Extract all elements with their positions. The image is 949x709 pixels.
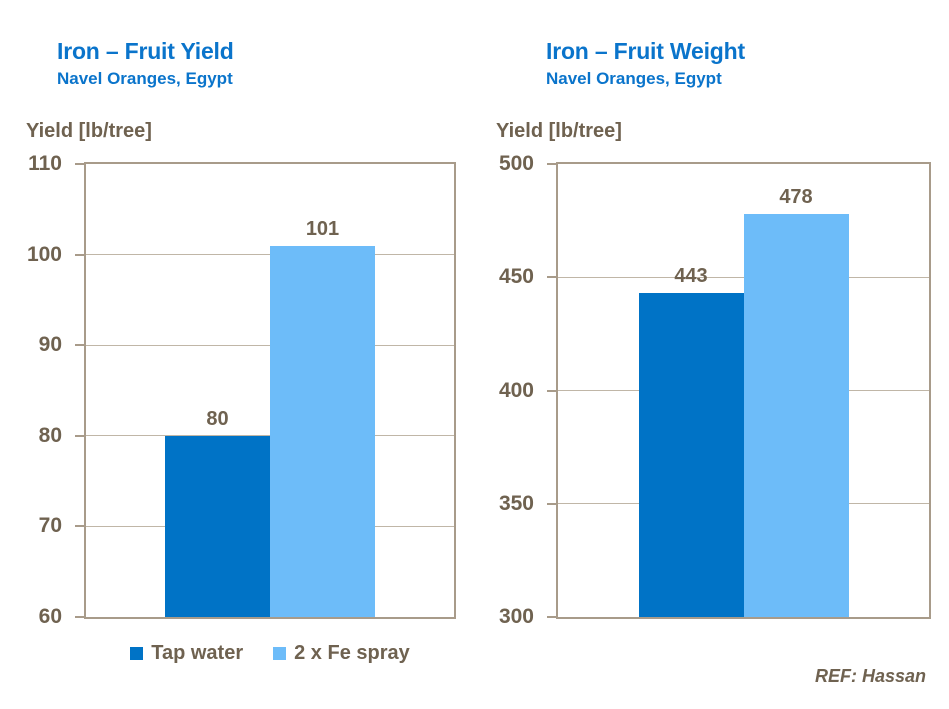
reference-note: REF: Hassan bbox=[814, 666, 926, 686]
chart-subtitle: Navel Oranges, Egypt bbox=[57, 69, 233, 88]
legend-label-fe-spray: 2 x Fe spray bbox=[294, 641, 410, 664]
bar-2-x-fe-spray bbox=[270, 245, 375, 617]
bar-value-label: 101 bbox=[305, 217, 340, 240]
chart-legend: Tap water 2 x Fe spray bbox=[84, 641, 456, 665]
y-tick-label: 100 bbox=[26, 242, 62, 266]
y-tick-label: 80 bbox=[38, 423, 62, 447]
bar-tap-water bbox=[638, 293, 744, 617]
bar-2-x-fe-spray bbox=[743, 213, 849, 617]
y-tick-mark bbox=[75, 616, 84, 618]
bar-value-label: 80 bbox=[206, 407, 229, 430]
y-tick-label: 450 bbox=[498, 265, 534, 289]
y-tick-label: 400 bbox=[498, 378, 534, 402]
y-tick-mark bbox=[75, 434, 84, 437]
plot-area-fruit-yield: 60 70 80 90 100 110 80 101 bbox=[27, 153, 456, 627]
legend-swatch-tap-water bbox=[130, 646, 144, 660]
legend-swatch-fe-spray bbox=[273, 646, 287, 660]
y-tick-mark bbox=[547, 502, 556, 505]
legend-item-fe-spray: 2 x Fe spray bbox=[273, 642, 410, 665]
bar-tap-water bbox=[165, 435, 270, 617]
y-tick-label: 350 bbox=[498, 491, 534, 515]
legend-item-tap-water: Tap water bbox=[130, 642, 243, 665]
y-tick-mark bbox=[75, 163, 84, 165]
chart-title: Iron – Fruit Yield bbox=[57, 38, 234, 64]
plot-area-fruit-weight: 300 350 400 450 500 443 478 bbox=[499, 153, 931, 627]
bar-value-label: 478 bbox=[779, 185, 813, 208]
y-tick-label: 70 bbox=[38, 514, 62, 538]
legend-label-tap-water: Tap water bbox=[151, 641, 244, 664]
y-tick-label: 110 bbox=[28, 152, 62, 175]
chart-subtitle: Navel Oranges, Egypt bbox=[546, 69, 722, 88]
y-tick-mark bbox=[75, 253, 84, 256]
y-tick-mark bbox=[547, 389, 556, 392]
y-tick-mark bbox=[547, 163, 556, 165]
y-tick-mark bbox=[547, 276, 556, 279]
chart-title: Iron – Fruit Weight bbox=[546, 38, 745, 64]
y-tick-label: 500 bbox=[498, 152, 534, 175]
bar-value-label: 443 bbox=[674, 265, 708, 288]
y-tick-label: 300 bbox=[498, 605, 534, 628]
y-tick-label: 60 bbox=[38, 605, 62, 628]
y-axis-label: Yield [lb/tree] bbox=[26, 120, 152, 142]
y-axis-label: Yield [lb/tree] bbox=[496, 120, 622, 142]
y-tick-mark bbox=[75, 344, 84, 347]
y-tick-mark bbox=[547, 616, 556, 618]
y-tick-mark bbox=[75, 525, 84, 528]
y-tick-label: 90 bbox=[38, 333, 62, 357]
